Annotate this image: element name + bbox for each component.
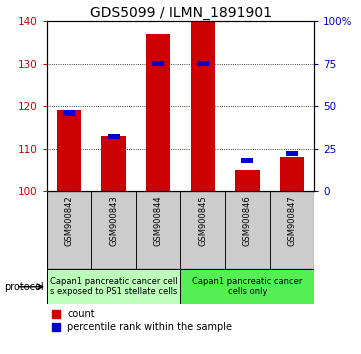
Bar (146, 34, 170, 191)
Bar (191, 21, 215, 191)
Bar (47, 269, 180, 304)
Bar (286, 151, 298, 156)
Text: protocol: protocol (4, 282, 43, 292)
Text: GSM900847: GSM900847 (287, 195, 296, 246)
Bar (279, 157, 304, 191)
Text: GSM900843: GSM900843 (109, 195, 118, 246)
Text: Capan1 pancreatic cancer
cells only: Capan1 pancreatic cancer cells only (192, 277, 303, 296)
Text: GSM900844: GSM900844 (154, 195, 163, 246)
Bar (197, 61, 209, 66)
Bar (180, 269, 314, 304)
Text: GSM900845: GSM900845 (198, 195, 207, 246)
Bar (57, 110, 82, 191)
Bar (235, 170, 260, 191)
Title: GDS5099 / ILMN_1891901: GDS5099 / ILMN_1891901 (90, 6, 271, 20)
Text: Capan1 pancreatic cancer cell
s exposed to PS1 stellate cells: Capan1 pancreatic cancer cell s exposed … (50, 277, 178, 296)
Bar (101, 136, 126, 191)
Text: GSM900846: GSM900846 (243, 195, 252, 246)
Bar (152, 61, 164, 66)
Bar (108, 134, 120, 139)
Bar (241, 158, 253, 163)
Bar (63, 110, 75, 115)
Text: GSM900842: GSM900842 (65, 195, 74, 246)
Legend: count, percentile rank within the sample: count, percentile rank within the sample (52, 309, 232, 332)
